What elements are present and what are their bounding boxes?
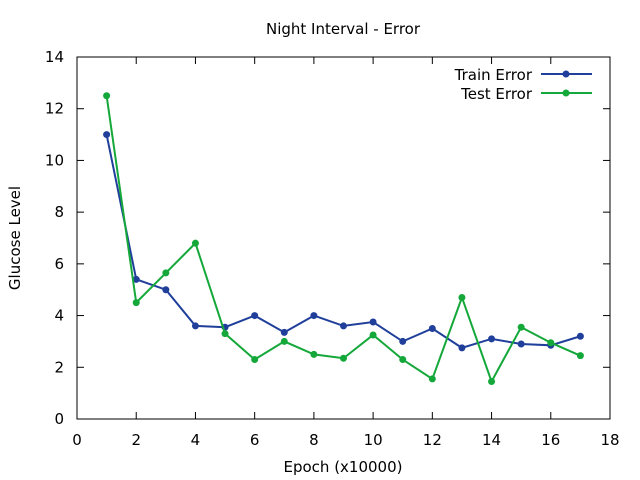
y-tick-label: 0 xyxy=(54,410,64,428)
x-tick-label: 18 xyxy=(600,431,619,449)
data-point xyxy=(103,92,111,100)
data-point xyxy=(576,332,584,340)
data-point xyxy=(132,299,140,307)
legend-marker-test xyxy=(562,89,570,97)
legend-entry-train: Train Error xyxy=(454,66,592,84)
data-point xyxy=(132,275,140,283)
data-point xyxy=(399,337,407,345)
data-point xyxy=(162,286,170,294)
series-layer xyxy=(103,92,584,386)
data-point xyxy=(428,375,436,383)
legend: Train Error Test Error xyxy=(454,66,592,103)
data-point xyxy=(576,352,584,360)
data-point xyxy=(280,337,288,345)
y-tick-label: 8 xyxy=(54,203,64,221)
data-point xyxy=(458,344,466,352)
y-tick-label: 4 xyxy=(54,307,64,325)
y-tick-label: 12 xyxy=(45,100,64,118)
chart-title: Night Interval - Error xyxy=(266,20,421,38)
x-tick-label: 2 xyxy=(131,431,141,449)
x-tick-label: 12 xyxy=(423,431,442,449)
data-point xyxy=(458,293,466,301)
legend-marker-train xyxy=(562,70,570,78)
data-point xyxy=(310,312,318,320)
y-tick-label: 10 xyxy=(45,151,64,169)
data-point xyxy=(340,322,347,330)
x-tick-label: 8 xyxy=(309,431,319,449)
data-point xyxy=(517,323,525,331)
data-point xyxy=(251,356,259,364)
data-point xyxy=(162,269,170,277)
series-line xyxy=(105,134,581,349)
x-tick-label: 10 xyxy=(364,431,383,449)
data-point xyxy=(369,331,377,339)
data-point xyxy=(280,328,288,336)
data-point xyxy=(369,318,377,326)
y-tick-label: 14 xyxy=(45,48,64,66)
x-axis-label: Epoch (x10000) xyxy=(284,458,403,476)
data-point xyxy=(547,339,555,347)
data-point xyxy=(251,312,259,320)
data-point xyxy=(340,354,347,362)
data-point xyxy=(399,356,407,364)
x-tick-label: 14 xyxy=(482,431,501,449)
series-line xyxy=(105,95,581,384)
x-tick-label: 4 xyxy=(191,431,201,449)
axis-ticks: 0 2 4 6 8 10 12 14 16 18 0 2 4 6 8 10 12 14 xyxy=(45,48,620,449)
data-point xyxy=(428,325,436,332)
x-tick-label: 6 xyxy=(250,431,260,449)
legend-label-train: Train Error xyxy=(454,66,533,84)
data-point xyxy=(103,131,111,139)
plot-frame xyxy=(76,56,611,420)
series-1 xyxy=(103,92,584,386)
x-tick-label: 16 xyxy=(541,431,560,449)
data-point xyxy=(191,239,199,247)
y-axis-label: Glucose Level xyxy=(6,186,24,290)
y-tick-label: 2 xyxy=(54,358,64,376)
legend-label-test: Test Error xyxy=(460,85,533,103)
data-point xyxy=(310,350,318,358)
data-point xyxy=(517,340,525,348)
legend-entry-test: Test Error xyxy=(460,85,592,103)
y-tick-label: 6 xyxy=(54,255,64,273)
x-tick-label: 0 xyxy=(72,431,82,449)
data-point xyxy=(221,330,229,338)
series-0 xyxy=(103,131,584,352)
data-point xyxy=(191,322,199,330)
data-point xyxy=(488,378,496,386)
data-point xyxy=(488,335,496,343)
